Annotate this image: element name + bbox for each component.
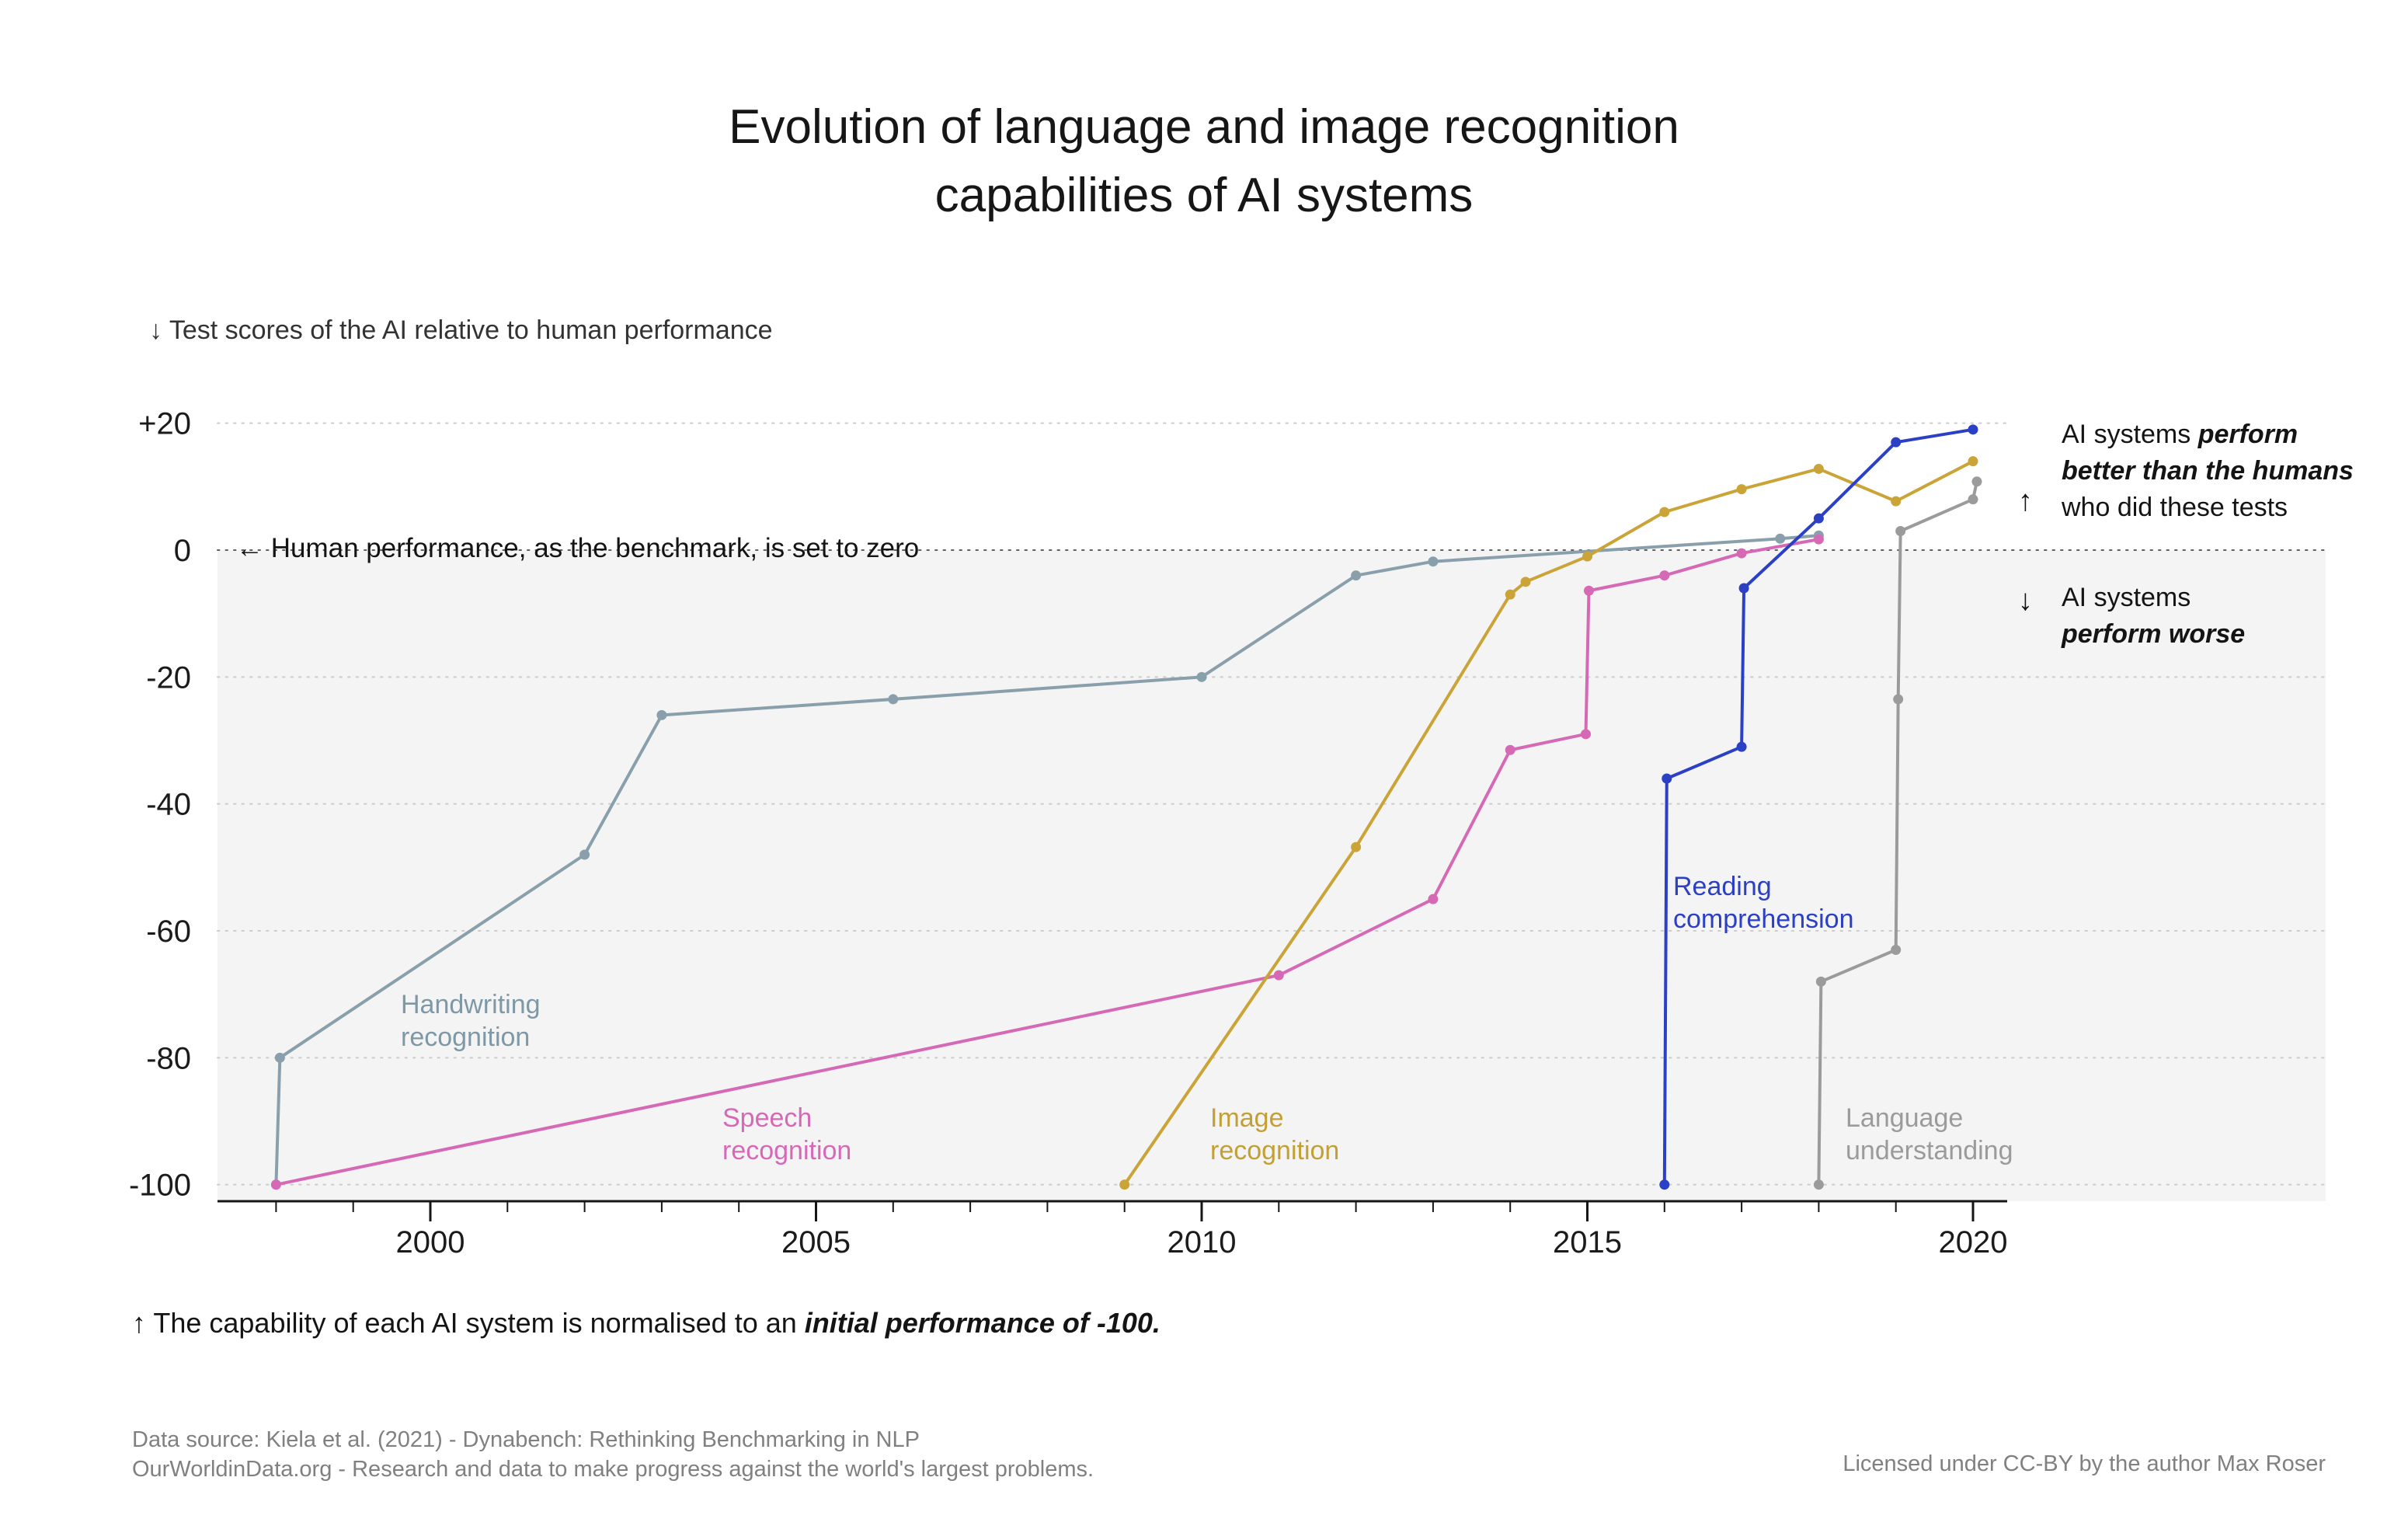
x-tick-label-2020: 2020: [1939, 1225, 2008, 1259]
series-point-reading-comprehension: [1662, 773, 1672, 784]
x-tick-label-2005: 2005: [781, 1225, 851, 1259]
series-label-reading-comprehension: Reading comprehension: [1673, 870, 1853, 935]
series-point-image-recognition: [1119, 1179, 1130, 1190]
better-note-line1: AI systems perform: [2062, 416, 2408, 453]
series-point-language-understanding: [1968, 494, 1978, 505]
series-point-language-understanding: [1971, 476, 1982, 487]
series-point-handwriting-recognition: [656, 709, 667, 720]
series-point-speech-recognition: [1505, 744, 1515, 755]
x-tick-label-2000: 2000: [396, 1225, 465, 1259]
y-tick-label-+20: +20: [138, 407, 191, 441]
series-point-language-understanding: [1895, 525, 1906, 536]
series-point-speech-recognition: [270, 1179, 281, 1190]
series-point-speech-recognition: [1428, 894, 1439, 904]
page-title: Evolution of language and image recognit…: [0, 93, 2408, 230]
better-note-line2: better than the humans: [2062, 456, 2354, 486]
series-point-reading-comprehension: [1736, 741, 1747, 752]
better-note-line3: who did these tests: [2062, 493, 2288, 522]
series-point-language-understanding: [1815, 976, 1826, 987]
series-label-speech-recognition: Speech recognition: [722, 1102, 851, 1167]
series-point-speech-recognition: [1273, 970, 1284, 981]
label-line: comprehension: [1673, 904, 1854, 934]
series-point-handwriting-recognition: [274, 1052, 285, 1063]
label-line: recognition: [722, 1136, 852, 1165]
footer-source: Data source: Kiela et al. (2021) - Dynab…: [132, 1425, 1094, 1484]
better-note-emph1: perform: [2197, 420, 2298, 449]
y-tick-label--20: -20: [146, 660, 191, 695]
label-line: Reading: [1673, 872, 1772, 901]
footnote-emph: initial performance of -100.: [804, 1307, 1161, 1339]
page-title-line2: capabilities of AI systems: [934, 169, 1474, 222]
series-point-reading-comprehension: [1891, 437, 1902, 448]
label-line: Speech: [722, 1103, 813, 1133]
chart-subtitle: ↓ Test scores of the AI relative to huma…: [149, 315, 773, 345]
series-point-handwriting-recognition: [1196, 671, 1207, 682]
label-line: recognition: [1210, 1136, 1340, 1165]
y-tick-label--40: -40: [146, 788, 191, 822]
label-line: Image: [1210, 1103, 1284, 1133]
series-point-image-recognition: [1659, 507, 1670, 517]
series-point-handwriting-recognition: [1351, 570, 1362, 581]
label-line: Language: [1846, 1103, 1964, 1133]
series-label-handwriting-recognition: Handwriting recognition: [401, 988, 541, 1054]
worse-note-line2: perform worse: [2062, 619, 2246, 649]
series-point-speech-recognition: [1581, 729, 1592, 740]
series-point-reading-comprehension: [1968, 424, 1978, 435]
series-point-speech-recognition: [1813, 534, 1824, 545]
worse-note-line1: AI systems: [2062, 583, 2191, 612]
footer-source-line1: Data source: Kiela et al. (2021) - Dynab…: [132, 1427, 920, 1452]
label-line: recognition: [401, 1023, 531, 1052]
series-point-reading-comprehension: [1813, 513, 1824, 524]
label-line: Handwriting: [401, 990, 541, 1019]
down-arrow-icon: ↓: [2018, 584, 2033, 617]
series-point-handwriting-recognition: [888, 694, 899, 705]
series-point-image-recognition: [1813, 463, 1824, 474]
series-line-handwriting-recognition: [274, 534, 1821, 1186]
footer-source-line2: OurWorldinData.org - Research and data t…: [132, 1457, 1094, 1482]
y-tick-label--100: -100: [129, 1169, 191, 1203]
x-tick-label-2010: 2010: [1167, 1225, 1237, 1259]
footnote-normal: ↑ The capability of each AI system is no…: [132, 1307, 805, 1339]
series-point-handwriting-recognition: [1428, 556, 1439, 567]
series-point-image-recognition: [1891, 496, 1902, 507]
y-tick-label--60: -60: [146, 915, 191, 949]
series-point-speech-recognition: [1583, 585, 1594, 596]
up-arrow-icon: ↑: [2018, 485, 2033, 517]
series-label-image-recognition: Image recognition: [1210, 1102, 1339, 1167]
series-point-reading-comprehension: [1659, 1179, 1670, 1190]
series-point-image-recognition: [1505, 589, 1515, 600]
series-point-image-recognition: [1582, 551, 1592, 562]
series-point-image-recognition: [1736, 484, 1747, 495]
series-point-handwriting-recognition: [1775, 533, 1786, 544]
series-point-image-recognition: [1968, 456, 1978, 467]
page-title-line1: Evolution of language and image recognit…: [729, 100, 1679, 154]
zero-benchmark-annotation: ← Human performance, as the benchmark, i…: [236, 533, 920, 563]
footer-license: Licensed under CC-BY by the author Max R…: [1843, 1451, 2326, 1476]
performs-better-annotation: AI systems perform better than the human…: [2062, 416, 2408, 526]
y-tick-label--80: -80: [146, 1041, 191, 1075]
label-line: understanding: [1846, 1136, 2013, 1165]
better-note-pre: AI systems: [2062, 420, 2198, 449]
series-point-language-understanding: [1813, 1179, 1824, 1190]
series-point-reading-comprehension: [1738, 583, 1749, 594]
below-zero-region: [217, 550, 2326, 1201]
series-line-image-recognition: [1122, 459, 1975, 1186]
series-point-image-recognition: [1520, 577, 1531, 587]
series-point-handwriting-recognition: [579, 849, 590, 860]
series-point-language-understanding: [1891, 945, 1902, 956]
series-point-language-understanding: [1893, 694, 1904, 705]
x-tick-label-2015: 2015: [1553, 1225, 1622, 1259]
series-point-speech-recognition: [1736, 548, 1747, 559]
performs-worse-annotation: AI systems perform worse: [2062, 580, 2245, 653]
series-point-speech-recognition: [1659, 570, 1670, 581]
series-point-image-recognition: [1351, 841, 1362, 852]
series-label-language-understanding: Language understanding: [1846, 1102, 2013, 1167]
normalisation-footnote: ↑ The capability of each AI system is no…: [132, 1307, 1161, 1340]
y-tick-label-0: 0: [174, 534, 191, 568]
